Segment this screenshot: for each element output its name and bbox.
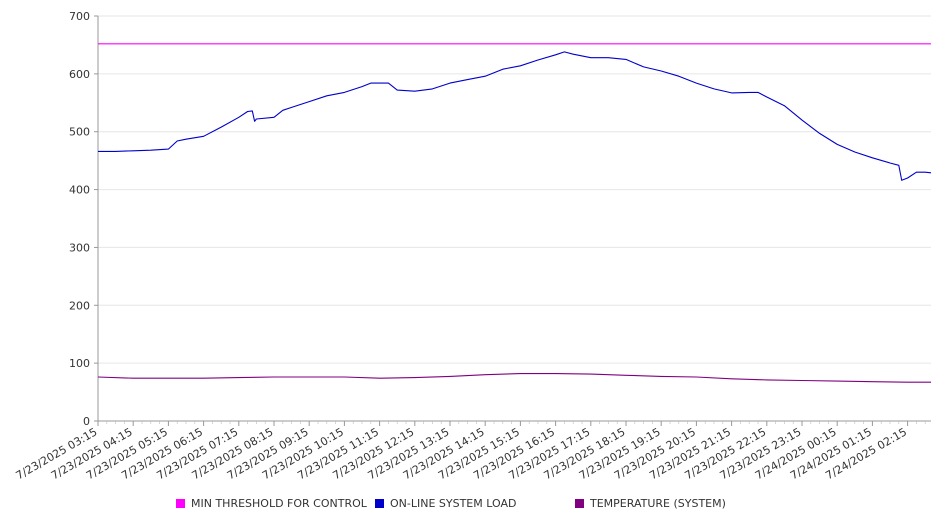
- series-line-2: [98, 51, 932, 181]
- x-axis-ticks: 7/23/2025 03:157/23/2025 04:157/23/2025 …: [14, 421, 926, 482]
- y-tick-label: 400: [69, 184, 90, 197]
- chart-legend: MIN THRESHOLD FOR CONTROL ON-LINE SYSTEM …: [0, 497, 946, 515]
- legend-label: TEMPERATURE (SYSTEM): [590, 497, 726, 510]
- y-tick-label: 700: [69, 10, 90, 23]
- legend-label: ON-LINE SYSTEM LOAD: [390, 497, 517, 510]
- y-tick-label: 500: [69, 126, 90, 139]
- legend-item: ON-LINE SYSTEM LOAD: [375, 497, 516, 510]
- legend-swatch: [176, 499, 185, 508]
- axes: [97, 16, 931, 422]
- y-tick-label: 600: [69, 68, 90, 81]
- y-tick-label: 300: [69, 241, 90, 254]
- y-axis-ticks: 0 100 200 300 400 500 600 700: [69, 10, 98, 428]
- legend-label: MIN THRESHOLD FOR CONTROL: [191, 497, 367, 510]
- legend-item: TEMPERATURE (SYSTEM): [575, 497, 726, 510]
- y-tick-label: 0: [83, 415, 90, 428]
- series-lines: [97, 43, 932, 383]
- legend-swatch: [375, 499, 384, 508]
- grid-lines: [98, 15, 931, 364]
- y-tick-label: 200: [69, 299, 90, 312]
- y-tick-label: 100: [69, 357, 90, 370]
- legend-item: MIN THRESHOLD FOR CONTROL: [176, 497, 367, 510]
- series-line-3: [97, 373, 931, 383]
- legend-swatch: [575, 499, 584, 508]
